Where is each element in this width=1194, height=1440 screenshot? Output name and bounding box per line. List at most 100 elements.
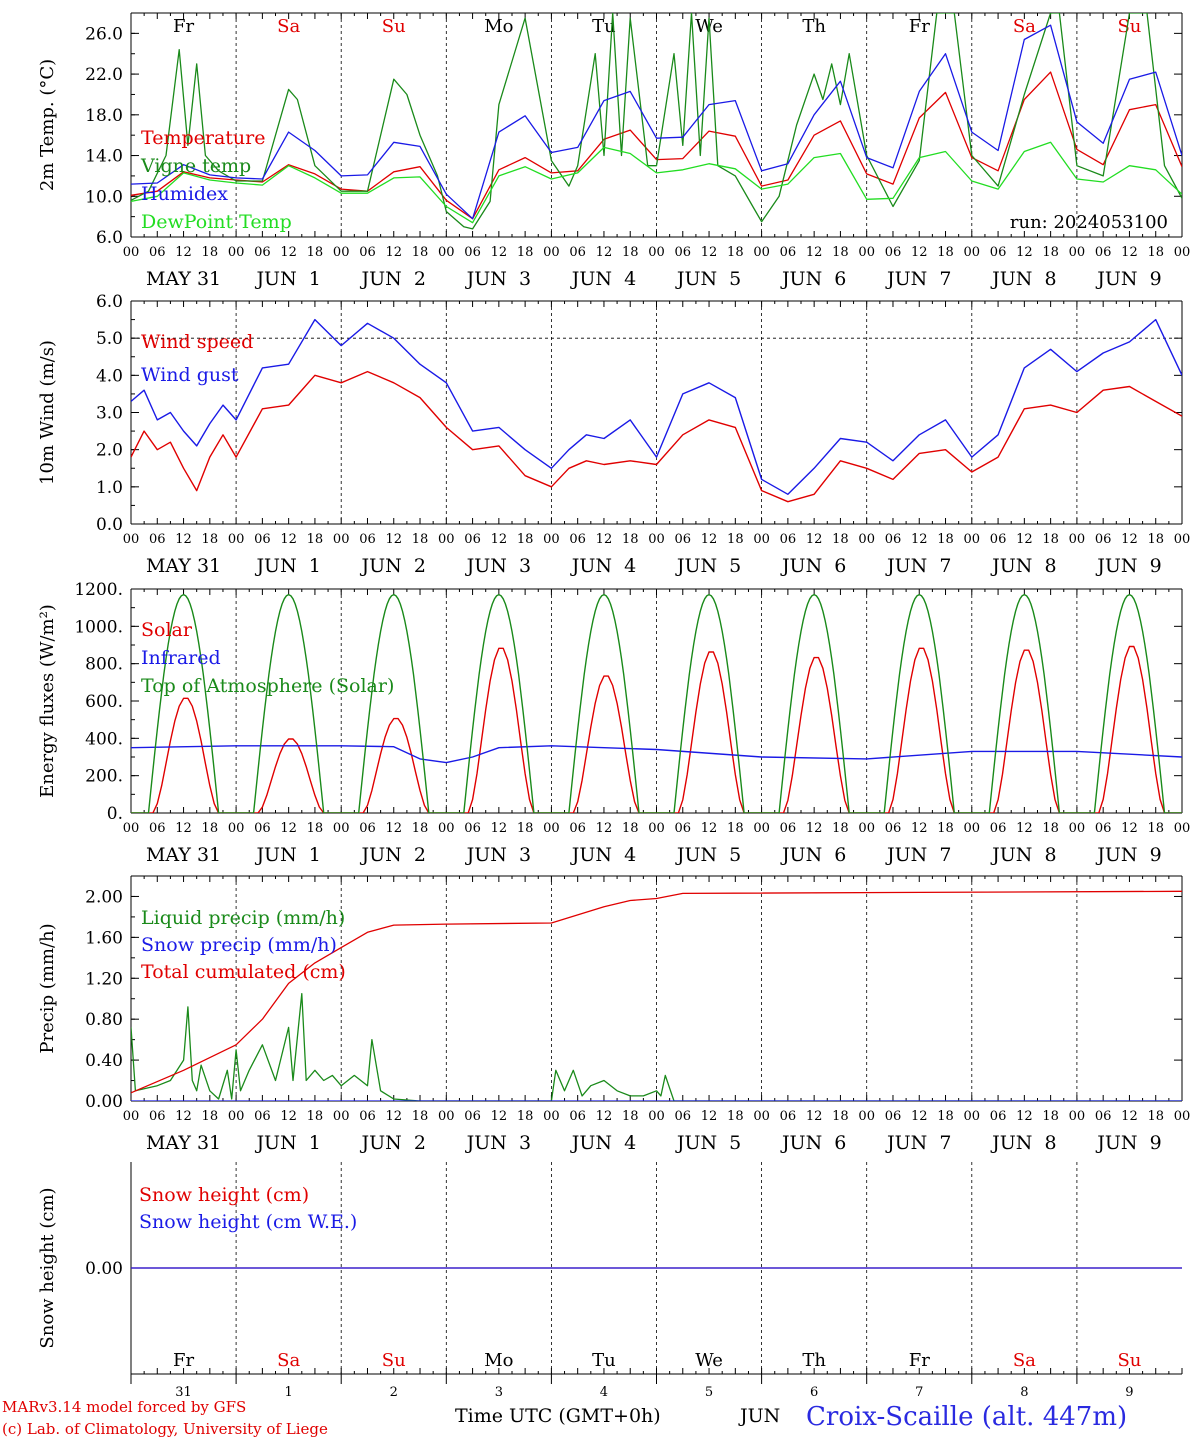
total-cumulated-cm-line (131, 890, 1182, 1094)
y-tick-label: 0.00 (85, 1092, 123, 1112)
x-hour-label: 18 (1147, 245, 1164, 260)
x-hour-label: 00 (543, 1109, 560, 1124)
weekday-label: Fr (909, 1350, 930, 1371)
x-hour-label: 06 (569, 245, 586, 260)
weekday-label: Fr (173, 1350, 194, 1371)
x-hour-label: 06 (1095, 821, 1112, 836)
solar-line (131, 645, 1182, 813)
x-hour-label: 00 (1174, 532, 1191, 547)
liquid-precip-mm-h-line (131, 992, 1182, 1101)
x-hour-label: 12 (596, 532, 613, 547)
legend-entry: Humidex (141, 183, 228, 205)
x-hour-label: 00 (228, 821, 245, 836)
weekday-label: Mo (484, 16, 513, 37)
x-hour-label: 12 (175, 245, 192, 260)
y-tick-label: 6.0 (96, 292, 123, 312)
x-hour-label: 06 (149, 821, 166, 836)
x-hour-label: 06 (1095, 1109, 1112, 1124)
y-tick-label: 26.0 (85, 24, 123, 44)
x-hour-label: 18 (202, 1109, 219, 1124)
y-tick-label: 1.0 (96, 478, 123, 498)
y-tick-label: 5.0 (96, 329, 123, 349)
x-hour-label: 18 (727, 821, 744, 836)
x-hour-label: 06 (569, 821, 586, 836)
x-hour-label: 12 (385, 532, 402, 547)
x-day-label: JUN 1 (254, 555, 320, 577)
day-number-label: 31 (175, 1385, 192, 1400)
x-hour-label: 12 (280, 821, 297, 836)
x-hour-label: 06 (885, 1109, 902, 1124)
y-tick-label: 3.0 (96, 404, 123, 424)
x-hour-label: 00 (543, 532, 560, 547)
x-hour-label: 18 (412, 245, 429, 260)
y-tick-label: 0.80 (85, 1010, 123, 1030)
x-hour-label: 06 (149, 245, 166, 260)
y-tick-label: 14.0 (85, 147, 123, 167)
series-group (131, 13, 1182, 230)
x-hour-label: 00 (964, 1109, 981, 1124)
lab-credit: (c) Lab. of Climatology, University of L… (2, 1420, 328, 1438)
x-hour-label: 06 (359, 532, 376, 547)
x-hour-label: 06 (675, 532, 692, 547)
x-hour-label: 12 (491, 532, 508, 547)
x-hour-label: 00 (1069, 821, 1086, 836)
x-hour-label: 12 (1016, 821, 1033, 836)
x-hour-label: 12 (701, 1109, 718, 1124)
x-hour-label: 06 (254, 1109, 271, 1124)
x-day-label: JUN 2 (360, 555, 426, 577)
x-hour-label: 12 (385, 245, 402, 260)
x-day-label: JUN 7 (885, 268, 951, 290)
x-day-label: JUN 3 (465, 268, 531, 290)
y-tick-label: 0.00 (85, 1259, 123, 1279)
x-hour-label: 12 (911, 821, 928, 836)
x-hour-label: 18 (1042, 532, 1059, 547)
month-label: JUN (740, 1405, 781, 1427)
x-hour-label: 12 (806, 245, 823, 260)
x-hour-label: 12 (596, 1109, 613, 1124)
series-group (131, 318, 1182, 503)
x-hour-label: 12 (1121, 532, 1138, 547)
day-number-label: 7 (915, 1385, 923, 1400)
x-day-label: JUN 9 (1095, 555, 1161, 577)
x-hour-label: 12 (806, 532, 823, 547)
x-hour-label: 00 (543, 245, 560, 260)
x-hour-label: 00 (964, 821, 981, 836)
y-tick-label: 1.20 (85, 969, 123, 989)
x-hour-label: 00 (753, 821, 770, 836)
weekday-label: Fr (909, 16, 930, 37)
y-tick-label: 18.0 (85, 106, 123, 126)
x-hour-label: 12 (701, 821, 718, 836)
x-hour-label: 00 (858, 821, 875, 836)
x-day-label: JUN 2 (360, 1132, 426, 1154)
x-hour-label: 18 (727, 1109, 744, 1124)
x-day-label: JUN 8 (990, 268, 1056, 290)
x-hour-label: 06 (359, 1109, 376, 1124)
x-day-label: JUN 7 (885, 1132, 951, 1154)
weekday-label: Sa (1013, 1350, 1036, 1371)
x-day-label: JUN 8 (990, 844, 1056, 866)
wind-speed-line (131, 370, 1182, 503)
x-hour-label: 06 (885, 245, 902, 260)
x-hour-label: 12 (701, 245, 718, 260)
day-number-label: 6 (810, 1385, 818, 1400)
y-axis-title: Snow height (cm) (37, 1187, 58, 1348)
weekday-label: Sa (1013, 16, 1036, 37)
x-hour-label: 06 (464, 245, 481, 260)
x-hour-label: 18 (307, 1109, 324, 1124)
dewpoint-temp-line (131, 141, 1182, 224)
x-hour-label: 12 (280, 532, 297, 547)
x-hour-label: 00 (648, 245, 665, 260)
x-hour-label: 00 (333, 821, 350, 836)
x-hour-label: 06 (149, 1109, 166, 1124)
x-hour-label: 00 (123, 245, 140, 260)
x-day-label: JUN 1 (254, 844, 320, 866)
x-hour-label: 18 (412, 821, 429, 836)
x-day-label: JUN 6 (780, 844, 846, 866)
x-hour-label: 06 (675, 1109, 692, 1124)
x-hour-label: 18 (202, 821, 219, 836)
x-hour-label: 12 (1016, 532, 1033, 547)
weekday-label: Su (1117, 1350, 1141, 1371)
x-hour-label: 18 (202, 532, 219, 547)
x-day-label: JUN 6 (780, 268, 846, 290)
